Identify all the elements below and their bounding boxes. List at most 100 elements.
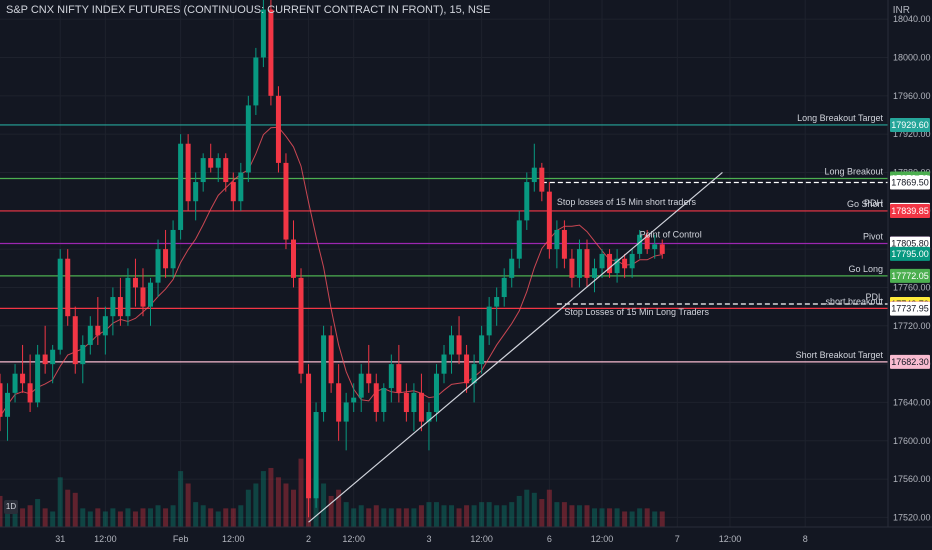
candle-body — [381, 388, 387, 413]
candle-body — [178, 143, 184, 230]
volume-bar — [87, 511, 93, 527]
price-tag — [890, 301, 930, 316]
candle-body — [584, 249, 590, 278]
volume-bar — [185, 483, 191, 527]
candle-body — [20, 373, 26, 384]
x-tick-label: 12:00 — [94, 534, 117, 544]
candle-body — [501, 277, 507, 298]
level-label: Go Short — [847, 199, 884, 209]
candle-body — [87, 325, 93, 345]
level-label: Short Breakout Target — [796, 350, 884, 360]
volume-bar — [170, 505, 176, 527]
y-tick-label: 17600.00 — [893, 436, 931, 446]
y-tick-label: 17920.00 — [893, 129, 931, 139]
x-tick-label: Feb — [173, 534, 189, 544]
candle-body — [426, 412, 432, 422]
volume-bar — [245, 489, 251, 527]
candle-body — [148, 282, 154, 307]
volume-bar — [336, 489, 342, 527]
volume-bar — [148, 508, 154, 527]
x-tick-label: 12:00 — [470, 534, 493, 544]
candle-body — [576, 249, 582, 278]
volume-bar — [290, 489, 296, 527]
volume-bar — [328, 495, 334, 527]
candle-body — [193, 182, 199, 202]
candle-body — [140, 287, 146, 307]
volume-bar — [117, 511, 123, 527]
candle-body — [479, 335, 485, 365]
price-tag-label: 17929.60 — [891, 120, 929, 130]
interval-badge[interactable]: 1D — [4, 500, 18, 514]
candle-body — [629, 253, 635, 269]
volume-bar — [358, 505, 364, 527]
candle-body — [27, 383, 33, 403]
candle-body — [268, 9, 274, 96]
candle-body — [313, 412, 319, 499]
price-tag-label: 17682.30 — [891, 357, 929, 367]
candle-body — [486, 306, 492, 336]
volume-bar — [637, 508, 643, 527]
price-tag — [890, 175, 930, 190]
volume-bar — [351, 508, 357, 527]
candle-body — [524, 182, 530, 221]
volume-bar — [622, 511, 628, 527]
volume-bar — [65, 489, 71, 527]
x-tick-label: 12:00 — [342, 534, 365, 544]
level-label: Pivot — [863, 231, 884, 241]
candle-body — [652, 244, 658, 250]
volume-bar — [260, 471, 266, 527]
level-label: short breakout — [825, 296, 883, 306]
candle-body — [433, 373, 439, 413]
candle-body — [531, 167, 537, 183]
candle-body — [516, 220, 522, 259]
candle-body — [539, 167, 545, 192]
candle-body — [554, 229, 560, 250]
volume-bar — [200, 505, 206, 527]
y-tick-label: 17520.00 — [893, 512, 931, 522]
annotation-text: Stop Losses of 15 Min Long Traders — [564, 307, 709, 317]
volume-bar — [193, 502, 199, 527]
y-tick-label: 17960.00 — [893, 91, 931, 101]
candle-body — [599, 253, 605, 269]
price-tag-label: 17795.00 — [891, 249, 929, 259]
volume-bar — [433, 502, 439, 527]
candle-body — [170, 229, 176, 269]
price-tag-label: 17839.85 — [891, 206, 929, 216]
candle-body — [592, 268, 598, 278]
price-tag-label: 17737.95 — [891, 304, 929, 314]
volume-bar — [561, 502, 567, 527]
volume-bar — [629, 511, 635, 527]
candle-body — [57, 258, 63, 350]
x-tick-label: 7 — [675, 534, 680, 544]
volume-bar — [57, 477, 63, 527]
candle-body — [358, 373, 364, 398]
volume-bar — [471, 505, 477, 527]
x-tick-label: 31 — [55, 534, 65, 544]
candle-body — [215, 158, 221, 168]
x-tick-label: 12:00 — [222, 534, 245, 544]
volume-bar — [524, 489, 530, 527]
y-tick-label: 17640.00 — [893, 397, 931, 407]
candle-body — [494, 297, 500, 307]
volume-bar — [298, 458, 304, 527]
volume-bar — [456, 508, 462, 527]
volume-bar — [539, 499, 545, 527]
volume-bar — [343, 502, 349, 527]
volume-bar — [411, 508, 417, 527]
candle-body — [102, 316, 108, 336]
candle-body — [366, 373, 372, 384]
candle-body — [185, 143, 191, 202]
candle-body — [290, 239, 296, 278]
candle-body — [223, 158, 229, 183]
candle-body — [260, 9, 266, 58]
volume-bar — [426, 502, 432, 527]
volume-bar — [5, 502, 11, 527]
volume-bar — [110, 508, 116, 527]
candle-body — [72, 316, 78, 365]
price-tag — [890, 203, 930, 218]
volume-bar — [275, 477, 281, 527]
candle-body — [614, 258, 620, 274]
volume-bar — [268, 467, 274, 527]
